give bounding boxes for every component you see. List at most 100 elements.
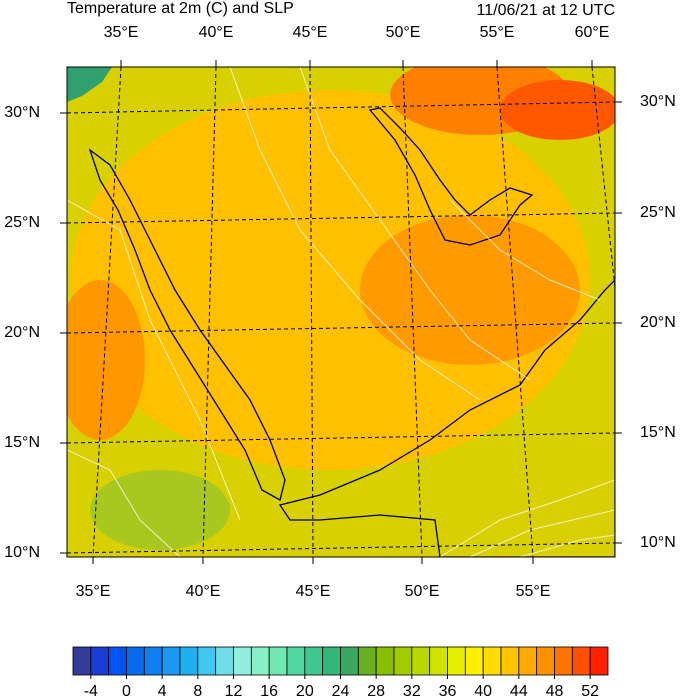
colorbar-label: 40: [474, 683, 492, 700]
red-sea: [88, 148, 286, 501]
hot-zone: [67, 280, 145, 440]
colorbar-box: [304, 646, 324, 676]
top-label: 50°E: [386, 24, 421, 41]
slp-contour: [519, 534, 615, 557]
colorbar-box: [464, 646, 484, 676]
graticule: [67, 67, 615, 557]
arabian-sea: [278, 279, 615, 557]
right-label: 25°N: [640, 204, 676, 221]
slp-contour: [299, 67, 531, 381]
parallel: [67, 212, 615, 224]
right-label: 15°N: [640, 424, 676, 441]
slp-contour: [449, 199, 601, 301]
colorbar-box: [429, 646, 448, 676]
colorbar-box: [233, 646, 252, 676]
colorbar-box: [268, 646, 288, 676]
colorbar-box: [554, 646, 573, 676]
slp-contour: [67, 199, 241, 521]
colorbar-label: 16: [260, 683, 278, 700]
top-label: 55°E: [480, 24, 515, 41]
highland: [90, 470, 230, 550]
meridian: [202, 67, 217, 557]
top-label: 40°E: [199, 24, 234, 41]
colorbar-box: [571, 646, 591, 676]
slp-contour: [469, 509, 615, 557]
colorbar-box: [482, 646, 502, 676]
hot-zone: [360, 215, 580, 365]
left-label: 25°N: [4, 214, 40, 231]
colorbar-box: [375, 646, 395, 676]
timestamp: 11/06/21 at 12 UTC: [477, 2, 615, 19]
colorbar-label: 48: [546, 683, 564, 700]
colorbar-label: -4: [84, 683, 98, 700]
colorbar-label: 28: [367, 683, 385, 700]
mediterranean: [67, 67, 112, 102]
parallel: [67, 432, 615, 444]
persian-gulf: [368, 107, 534, 246]
colorbar-label: 24: [332, 683, 350, 700]
colorbar-label: 52: [581, 683, 599, 700]
colorbar-box: [518, 646, 538, 676]
colorbar-box: [589, 646, 609, 676]
colorbar-box: [322, 646, 341, 676]
slp-contour: [229, 67, 481, 401]
colorbar-label: 12: [225, 683, 243, 700]
bottom-label: 35°E: [76, 583, 111, 600]
colorbar-box: [286, 646, 306, 676]
colorbar-box: [161, 646, 181, 676]
colorbar-box: [143, 646, 163, 676]
colorbar-box: [357, 646, 377, 676]
parallel: [67, 101, 615, 114]
colorbar-box: [126, 646, 145, 676]
colorbar-box: [215, 646, 234, 676]
meridian: [402, 67, 423, 557]
colorbar-label: 44: [510, 683, 528, 700]
colorbar: -4 0 4 8 12 16 20 24 28 32 36 40 44 48 52: [72, 646, 609, 700]
map-field: [67, 67, 615, 557]
colorbar-box: [411, 646, 431, 676]
colorbar-box: [393, 646, 413, 676]
bottom-label: 40°E: [186, 583, 221, 600]
colorbar-box: [197, 646, 217, 676]
hot-zone: [500, 80, 615, 140]
parallel: [67, 322, 615, 334]
right-label: 30°N: [640, 93, 676, 110]
colorbar-label: 32: [403, 683, 421, 700]
colorbar-box: [179, 646, 199, 676]
colorbar-box: [90, 646, 110, 676]
title: Temperature at 2m (C) and SLP: [67, 0, 294, 17]
left-label: 15°N: [4, 434, 40, 451]
top-label: 60°E: [575, 24, 610, 41]
meridian: [309, 67, 314, 557]
colorbar-box: [536, 646, 555, 676]
colorbar-box: [72, 646, 92, 676]
meridian: [92, 67, 122, 557]
colorbar-label: 0: [122, 683, 131, 700]
right-label: 20°N: [640, 314, 676, 331]
colorbar-label: 8: [193, 683, 202, 700]
colorbar-box: [250, 646, 270, 676]
right-label: 10°N: [640, 534, 676, 551]
axis-labels: 35°E 40°E 45°E 50°E 55°E 60°E 35°E 40°E 45°E 50°E…: [4, 24, 676, 600]
bottom-label: 45°E: [296, 583, 331, 600]
colorbar-label: 20: [296, 683, 314, 700]
top-label: 45°E: [293, 24, 328, 41]
colorbar-box: [108, 646, 127, 676]
bottom-label: 55°E: [516, 583, 551, 600]
warm-zone: [70, 90, 590, 470]
top-label: 35°E: [104, 24, 139, 41]
colorbar-label: 4: [158, 683, 167, 700]
parallel: [67, 542, 615, 554]
left-label: 10°N: [4, 544, 40, 561]
left-label: 30°N: [4, 104, 40, 121]
colorbar-box: [500, 646, 520, 676]
left-label: 20°N: [4, 324, 40, 341]
colorbar-box: [447, 646, 466, 676]
colorbar-label: 36: [439, 683, 457, 700]
meridian: [496, 67, 534, 557]
bottom-label: 50°E: [405, 583, 440, 600]
slp-contour: [67, 449, 181, 557]
colorbar-box: [340, 646, 359, 676]
plot-frame: [66, 66, 616, 558]
